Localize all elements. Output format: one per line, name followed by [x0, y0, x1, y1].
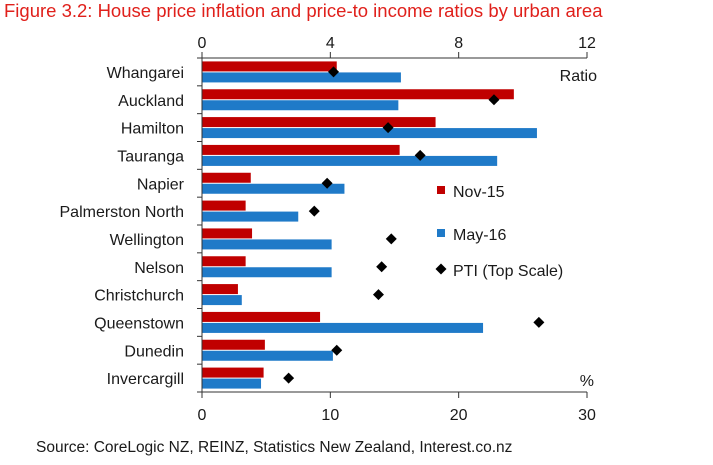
pti-marker: [385, 233, 397, 245]
bar-nov15: [202, 144, 400, 155]
category-label: Hamilton: [121, 121, 184, 138]
top-axis: 0 4 8 12: [198, 35, 596, 58]
bar-may16: [202, 183, 345, 194]
bar-may16: [202, 100, 399, 111]
bar-nov15: [202, 89, 514, 100]
pti-markers: [283, 66, 545, 384]
bar-may16: [202, 350, 333, 361]
legend-swatch-may16: [437, 229, 445, 237]
category-label: Palmerston North: [60, 204, 185, 221]
category-label: Queenstown: [94, 315, 184, 332]
bottom-axis-label: %: [580, 373, 594, 390]
category-label: Nelson: [134, 260, 184, 277]
pti-marker: [533, 316, 545, 328]
bar-nov15: [202, 172, 251, 183]
legend-swatch-nov15: [437, 186, 445, 194]
bar-nov15: [202, 284, 238, 295]
bar-may16: [202, 295, 242, 306]
legend-label: PTI (Top Scale): [453, 263, 563, 280]
bottom-tick-label: 0: [198, 407, 207, 424]
source-note: Source: CoreLogic NZ, REINZ, Statistics …: [36, 439, 513, 456]
top-tick-label: 4: [326, 35, 335, 52]
bottom-tick-label: 30: [578, 407, 596, 424]
bar-nov15: [202, 200, 246, 211]
pti-marker: [283, 372, 295, 384]
category-label: Auckland: [118, 93, 184, 110]
bar-nov15: [202, 117, 436, 128]
legend-swatch-pti: [435, 263, 447, 275]
pti-marker: [328, 66, 340, 78]
pti-marker: [376, 261, 388, 273]
bar-nov15: [202, 256, 246, 267]
pti-marker: [372, 289, 384, 301]
category-label: Whangarei: [107, 65, 184, 82]
top-axis-label: Ratio: [560, 68, 597, 85]
chart-title: Figure 3.2: House price inflation and pr…: [4, 0, 603, 21]
bar-may16: [202, 72, 401, 83]
top-tick-label: 8: [454, 35, 463, 52]
pti-marker: [382, 122, 394, 134]
bar-may16: [202, 211, 299, 222]
category-label: Dunedin: [124, 343, 184, 360]
bar-may16: [202, 128, 537, 139]
bottom-tick-label: 20: [450, 407, 468, 424]
bar-may16: [202, 378, 262, 389]
bar-may16: [202, 322, 484, 333]
pti-marker: [308, 205, 320, 217]
pti-marker: [331, 344, 343, 356]
legend-label: Nov-15: [453, 184, 505, 201]
bar-nov15: [202, 228, 253, 239]
bar-may16: [202, 155, 498, 166]
category-label: Napier: [137, 176, 185, 193]
pti-marker: [414, 149, 426, 161]
bar-nov15: [202, 311, 321, 322]
pti-marker: [321, 177, 333, 189]
category-labels: Whangarei Auckland Hamilton Tauranga Napier P…: [60, 57, 202, 393]
bar-may16: [202, 267, 332, 278]
bottom-axis: 0 10 20 30: [198, 392, 596, 424]
bar-nov15: [202, 339, 265, 350]
top-tick-label: 0: [198, 35, 207, 52]
bar-nov15: [202, 61, 337, 72]
bars: [202, 61, 537, 389]
axes-frame: [201, 57, 587, 393]
legend: Nov-15 May-16 PTI (Top Scale): [435, 184, 563, 280]
category-label: Wellington: [110, 232, 184, 249]
bar-may16: [202, 239, 332, 250]
bar-nov15: [202, 367, 264, 378]
category-label: Tauranga: [117, 148, 184, 165]
category-label: Christchurch: [94, 288, 184, 305]
category-label: Invercargill: [107, 371, 184, 388]
pti-marker: [488, 94, 500, 106]
top-tick-label: 12: [578, 35, 596, 52]
bottom-tick-label: 10: [321, 407, 339, 424]
legend-label: May-16: [453, 227, 506, 244]
